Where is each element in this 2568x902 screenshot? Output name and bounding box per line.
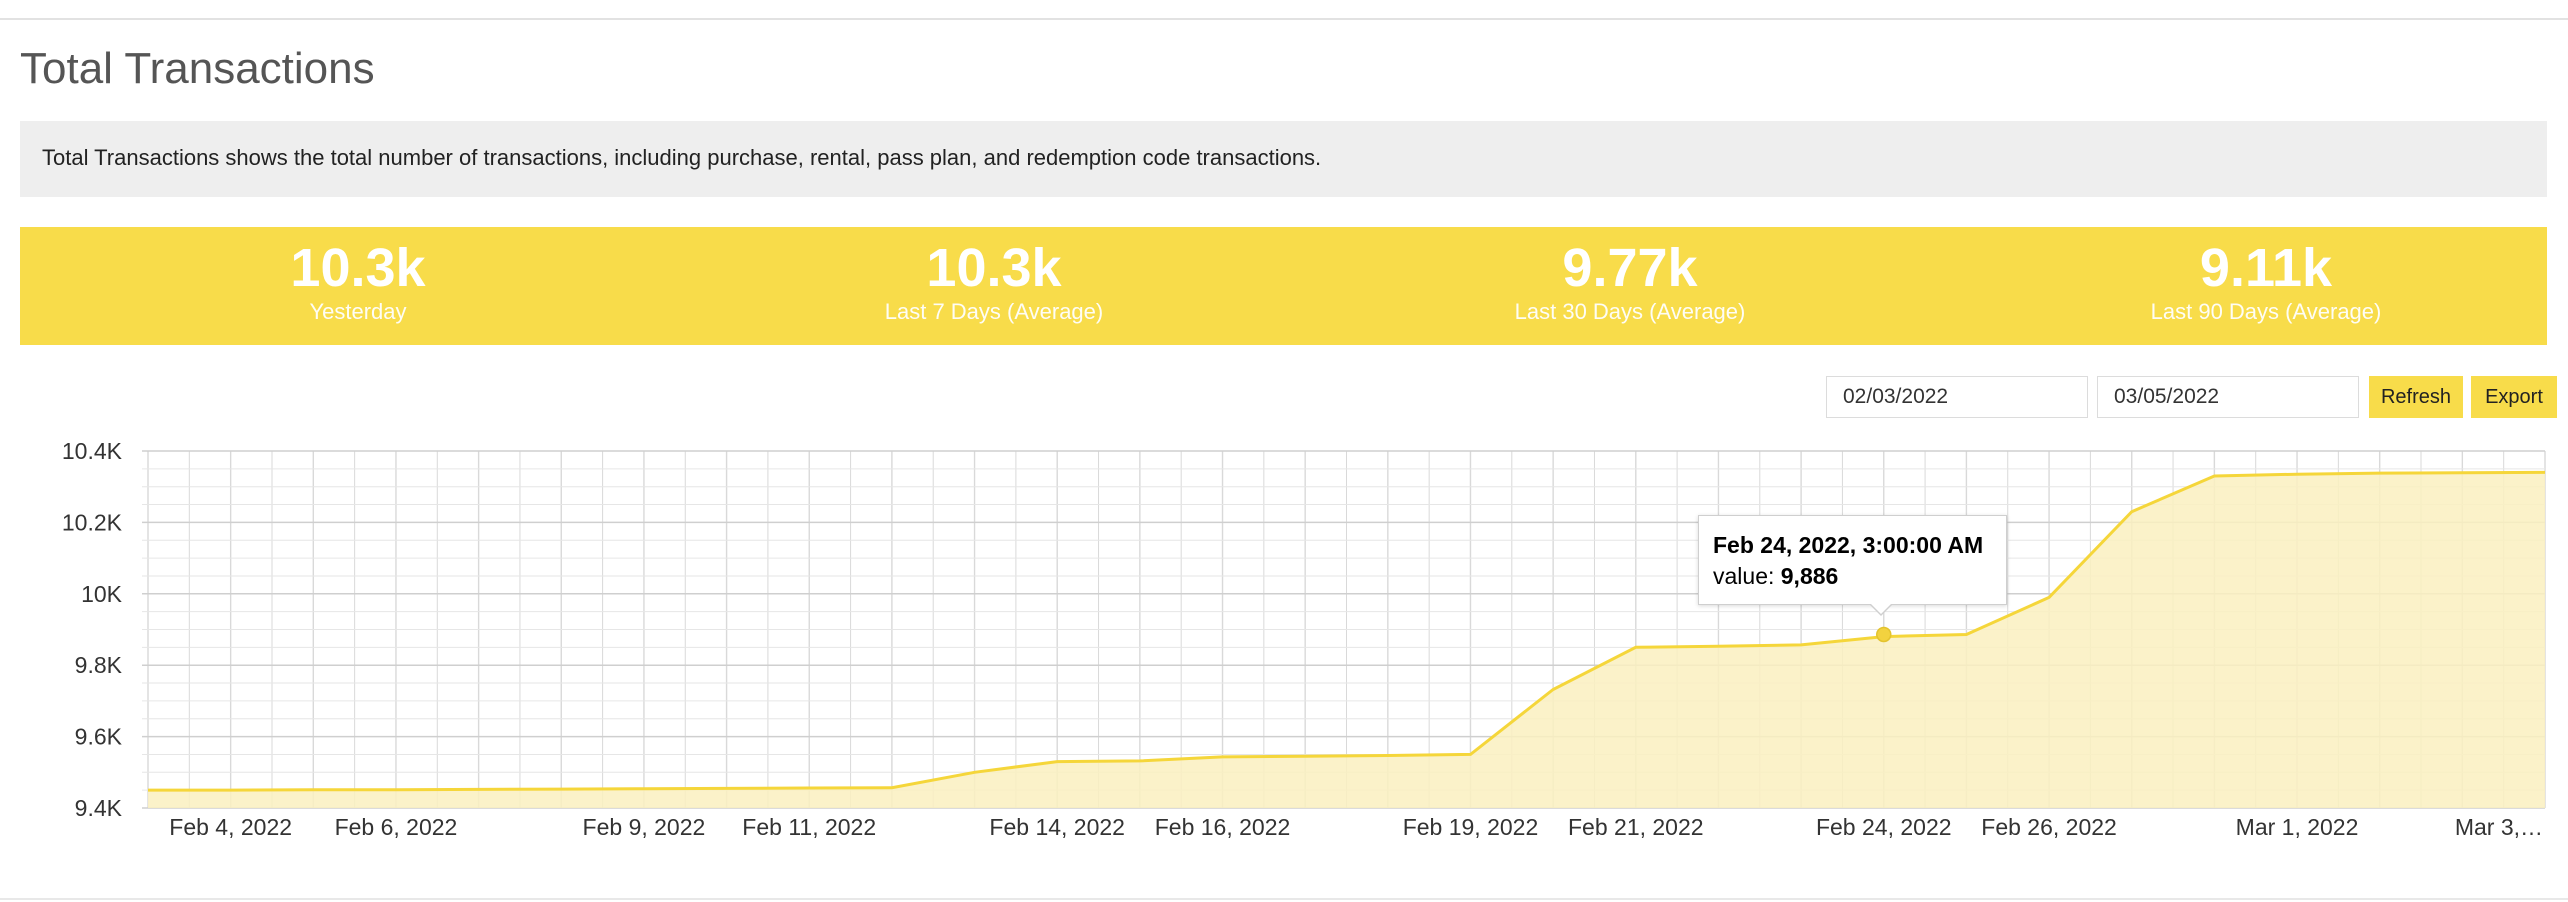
x-tick-label: Feb 14, 2022 bbox=[989, 814, 1125, 840]
series-line bbox=[148, 470, 2546, 792]
x-tick-label: Feb 19, 2022 bbox=[1403, 814, 1539, 840]
chart-tooltip: Feb 24, 2022, 3:00:00 AM value: 9,886 bbox=[1698, 515, 2007, 616]
kpi-value: 10.3k bbox=[926, 238, 1062, 298]
export-button[interactable]: Export bbox=[2471, 376, 2557, 418]
y-tick-label: 9.6K bbox=[75, 724, 123, 750]
refresh-button[interactable]: Refresh bbox=[2369, 376, 2463, 418]
x-tick-label: Mar 1, 2022 bbox=[2236, 814, 2359, 840]
y-tick-label: 10K bbox=[81, 581, 123, 607]
x-tick-label: Feb 16, 2022 bbox=[1155, 814, 1291, 840]
kpi-label: Last 90 Days (Average) bbox=[2150, 299, 2382, 324]
y-tick-label: 10.2K bbox=[62, 509, 123, 535]
tooltip-title: Feb 24, 2022, 3:00:00 AM bbox=[1713, 532, 1984, 558]
tooltip-value: 9,886 bbox=[1780, 563, 1839, 589]
x-tick-label: Feb 4, 2022 bbox=[169, 814, 292, 840]
kpi-label: Last 30 Days (Average) bbox=[1514, 299, 1746, 324]
series-area bbox=[148, 472, 2545, 808]
x-tick-label: Feb 9, 2022 bbox=[583, 814, 706, 840]
kpi-yesterday: 10.3k Yesterday bbox=[158, 237, 558, 325]
end-date-input[interactable] bbox=[2097, 376, 2359, 418]
x-tick-label: Feb 6, 2022 bbox=[335, 814, 458, 840]
page-title: Total Transactions bbox=[20, 44, 375, 93]
start-date-input[interactable] bbox=[1826, 376, 2088, 418]
y-tick-label: 9.4K bbox=[75, 795, 123, 821]
highlighted-data-point[interactable] bbox=[1876, 626, 1892, 643]
x-tick-label: Feb 11, 2022 bbox=[742, 814, 876, 840]
x-tick-label: Feb 26, 2022 bbox=[1981, 814, 2117, 840]
kpi-last-7-days: 10.3k Last 7 Days (Average) bbox=[794, 237, 1194, 325]
kpi-bar: 10.3k Yesterday 10.3k Last 7 Days (Avera… bbox=[20, 227, 2547, 345]
description-box: Total Transactions shows the total numbe… bbox=[20, 121, 2547, 197]
tooltip-value-label: value: bbox=[1713, 563, 1775, 589]
kpi-value: 10.3k bbox=[290, 238, 426, 298]
x-tick-label: Feb 24, 2022 bbox=[1816, 814, 1952, 840]
kpi-label: Yesterday bbox=[309, 299, 407, 324]
bottom-divider bbox=[0, 898, 2568, 900]
tooltip-value-line: value: 9,886 bbox=[1713, 560, 2006, 592]
x-axis: Feb 4, 2022 Feb 6, 2022 Feb 9, 2022 Feb 11,… bbox=[169, 814, 2543, 840]
y-axis: 9.4K 9.6K 9.8K 10K 10.2K 10.4K bbox=[62, 440, 123, 821]
kpi-value: 9.11k bbox=[2199, 238, 2333, 298]
kpi-last-90-days: 9.11k Last 90 Days (Average) bbox=[2066, 237, 2466, 325]
x-tick-label: Feb 21, 2022 bbox=[1568, 814, 1704, 840]
kpi-last-30-days: 9.77k Last 30 Days (Average) bbox=[1430, 237, 1830, 325]
kpi-value: 9.77k bbox=[1562, 238, 1698, 298]
kpi-label: Last 7 Days (Average) bbox=[884, 299, 1104, 324]
tooltip-arrow-inner bbox=[1870, 603, 1892, 614]
x-tick-label: Mar 3,… bbox=[2455, 814, 2543, 840]
y-tick-label: 10.4K bbox=[62, 440, 123, 464]
description-text: Total Transactions shows the total numbe… bbox=[42, 145, 1322, 170]
y-tick-label: 9.8K bbox=[75, 652, 123, 678]
top-divider bbox=[0, 18, 2568, 20]
